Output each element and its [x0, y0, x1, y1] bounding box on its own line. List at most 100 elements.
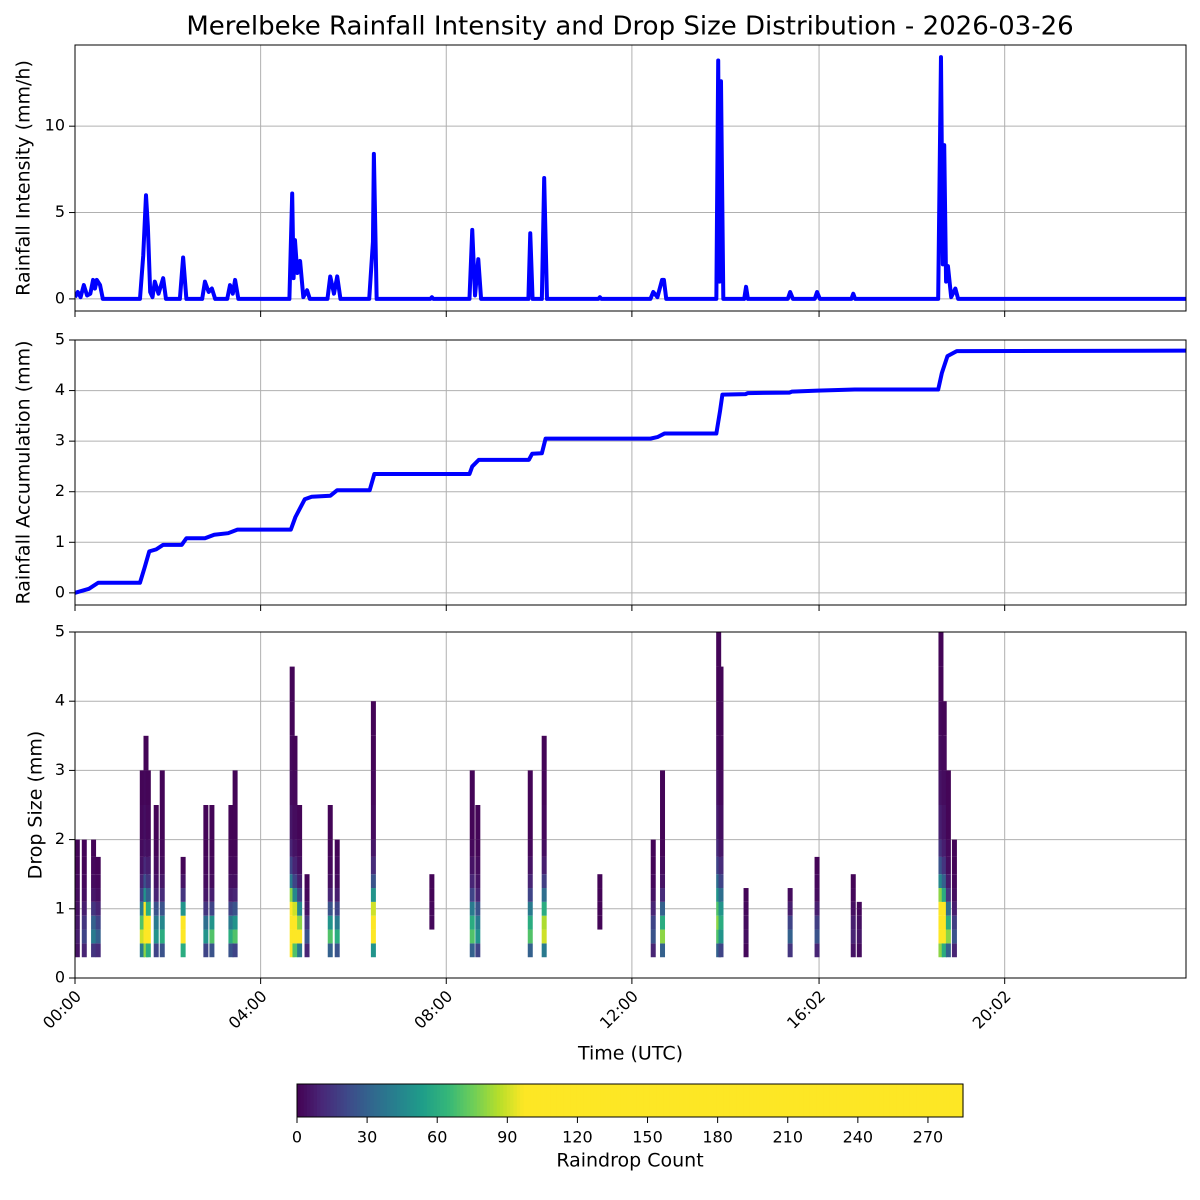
y-tick-label: 4 — [55, 380, 65, 399]
heat-cell — [469, 901, 475, 916]
heat-cell — [650, 874, 656, 889]
heat-cell — [660, 915, 666, 930]
heat-cell — [74, 856, 80, 875]
y-tick-label: 5 — [55, 622, 65, 641]
heat-cell — [159, 888, 165, 902]
heat-cell — [787, 929, 793, 944]
heat-cell — [850, 915, 856, 930]
colorbar-slice — [839, 1084, 844, 1117]
heat-cell — [95, 943, 101, 958]
heat-cell — [159, 839, 165, 857]
colorbar-slice — [306, 1084, 311, 1117]
heat-cell — [334, 874, 340, 889]
colorbar-slice — [723, 1084, 728, 1117]
heat-cell — [203, 915, 209, 930]
colorbar-slice — [763, 1084, 768, 1117]
heat-cell — [856, 929, 862, 944]
colorbar-slice — [330, 1084, 335, 1117]
heat-cell — [787, 901, 793, 916]
colorbar-slice — [303, 1084, 308, 1117]
colorbar-slice — [423, 1084, 428, 1117]
heat-cell — [334, 856, 340, 875]
heat-cell — [289, 943, 295, 958]
heat-cell — [81, 874, 87, 889]
heat-cell — [95, 901, 101, 916]
heat-cell — [475, 929, 481, 944]
colorbar-slice — [366, 1084, 371, 1117]
heat-cell — [951, 874, 957, 889]
heat-cell — [209, 805, 215, 840]
colorbar-slice — [679, 1084, 684, 1117]
heat-cell — [945, 901, 951, 916]
heat-cell — [718, 929, 724, 944]
colorbar-slice — [889, 1084, 894, 1117]
heat-cell — [660, 901, 666, 916]
heat-cell — [941, 735, 947, 771]
colorbar-slice — [343, 1084, 348, 1117]
colorbar-slice — [390, 1084, 395, 1117]
x-tick-label: 08:00 — [410, 987, 456, 1033]
colorbar-slice — [403, 1084, 408, 1117]
heat-cell — [597, 901, 603, 916]
colorbar-slice — [396, 1084, 401, 1117]
heat-cell — [297, 805, 303, 840]
colorbar-slice — [620, 1084, 624, 1117]
heat-cell — [951, 929, 957, 944]
colorbar-slice — [443, 1084, 448, 1117]
heat-cell — [941, 888, 947, 902]
colorbar-slice — [869, 1084, 874, 1117]
colorbar-slice — [866, 1084, 871, 1117]
heat-cell — [850, 929, 856, 944]
colorbar-slice — [893, 1084, 897, 1117]
colorbar-slice — [610, 1084, 614, 1117]
colorbar-slice — [769, 1084, 774, 1117]
colorbar-slice — [789, 1084, 794, 1117]
colorbar-slice — [486, 1084, 491, 1117]
colorbar-slice — [466, 1084, 471, 1117]
heat-cell — [718, 943, 724, 958]
colorbar-slice — [819, 1084, 824, 1117]
colorbar-slice — [630, 1084, 634, 1117]
heat-cell — [938, 805, 944, 840]
heat-cell — [327, 839, 333, 857]
heat-cell — [139, 888, 145, 902]
heat-cell — [941, 943, 947, 958]
colorbar-slice — [719, 1084, 724, 1117]
colorbar-slice — [706, 1084, 711, 1117]
heat-cell — [941, 915, 947, 930]
heat-cell — [941, 901, 947, 916]
y-tick-label: 2 — [55, 481, 65, 500]
heat-cell — [716, 632, 722, 667]
colorbar-slice — [666, 1084, 671, 1117]
colorbar-slice — [570, 1084, 574, 1117]
heat-cell — [289, 915, 295, 930]
heat-cell — [209, 856, 215, 875]
colorbar-slice — [663, 1084, 668, 1117]
heat-cell — [951, 943, 957, 958]
heat-cell — [370, 943, 376, 958]
heat-cell — [527, 943, 533, 958]
heat-cell — [370, 805, 376, 840]
y-tick-label: 10 — [45, 116, 65, 135]
heat-cell — [469, 915, 475, 930]
heat-cell — [180, 888, 186, 902]
colorbar-slice — [440, 1084, 445, 1117]
colorbar-slice — [543, 1084, 548, 1117]
heat-cell — [232, 888, 238, 902]
heat-cell — [81, 856, 87, 875]
heat-cell — [945, 770, 951, 805]
heat-cell — [74, 929, 80, 944]
colorbar-slice — [843, 1084, 848, 1117]
colorbar-slice — [756, 1084, 761, 1117]
heat-cell — [370, 929, 376, 944]
heat-cell — [370, 839, 376, 857]
axes-frame — [74, 44, 1187, 312]
heat-cell — [945, 839, 951, 857]
colorbar-slice — [493, 1084, 498, 1117]
heat-cell — [180, 943, 186, 958]
heat-cell — [856, 943, 862, 958]
heat-cell — [938, 735, 944, 771]
colorbar-slice — [623, 1084, 628, 1117]
colorbar-slice — [783, 1084, 788, 1117]
heat-cell — [743, 943, 749, 958]
